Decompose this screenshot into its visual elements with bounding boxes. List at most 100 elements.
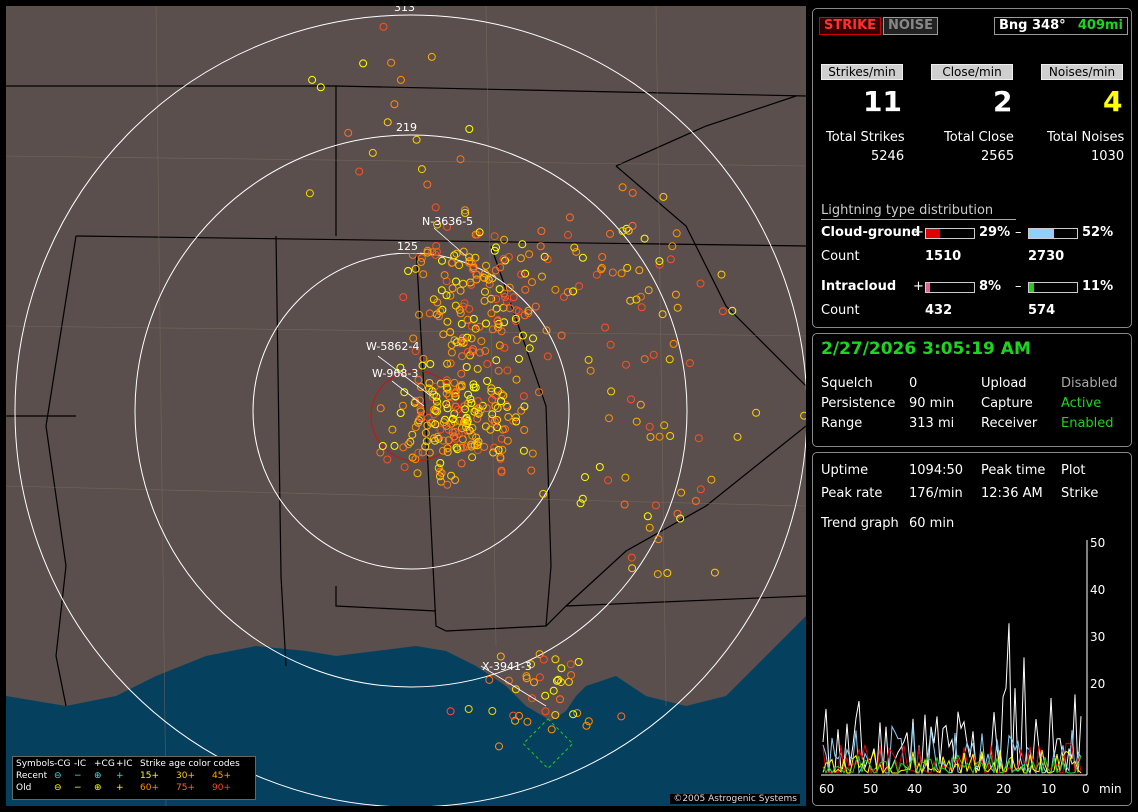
strike-marker — [464, 705, 473, 713]
peak-time-label: Peak time — [981, 463, 1046, 478]
strike-marker — [486, 425, 495, 434]
strike-marker — [581, 473, 589, 482]
strike-marker — [465, 253, 474, 262]
strike-marker — [521, 269, 530, 278]
strike-marker — [497, 397, 506, 406]
strike-marker — [474, 437, 483, 446]
strike-marker — [467, 440, 476, 449]
range-rings — [14, 14, 806, 806]
strike-marker — [524, 306, 533, 315]
strike-marker — [488, 395, 497, 404]
strike-marker — [489, 448, 498, 457]
strike-marker — [628, 564, 637, 573]
squelch-value: 0 — [909, 376, 918, 391]
strike-marker — [473, 230, 482, 239]
trend-series-line — [822, 753, 1082, 775]
strike-marker — [640, 355, 649, 364]
strike-marker — [400, 463, 409, 471]
pos-cg-old-icon: ⊕ — [94, 783, 102, 793]
strike-marker — [503, 436, 512, 445]
strike-marker — [473, 364, 482, 373]
y-tick-20: 20 — [1090, 677, 1106, 691]
strike-button[interactable]: STRIKE — [819, 17, 882, 35]
strike-marker — [605, 414, 613, 423]
strike-marker — [628, 188, 637, 197]
strike-marker — [462, 413, 471, 422]
strike-marker — [426, 360, 435, 368]
strike-marker — [415, 396, 424, 405]
strike-marker — [467, 399, 476, 407]
strike-marker — [655, 260, 664, 269]
strike-marker — [637, 303, 646, 312]
trend-graph-period: 60 min — [909, 516, 955, 531]
strike-marker — [416, 413, 425, 422]
strike-marker — [578, 253, 587, 262]
strike-marker — [461, 206, 469, 215]
close-range-circle — [370, 370, 462, 462]
strike-marker — [467, 334, 476, 343]
strike-marker — [518, 240, 527, 249]
capture-label: Capture — [981, 396, 1033, 411]
strike-marker — [398, 401, 407, 410]
strike-marker — [537, 227, 546, 235]
strike-marker — [419, 354, 428, 363]
strike-marker — [378, 442, 387, 450]
strike-marker — [452, 387, 461, 396]
strike-marker — [450, 432, 459, 441]
strike-marker — [442, 291, 451, 300]
y-tick-40: 40 — [1090, 583, 1106, 597]
strike-marker — [488, 707, 497, 715]
strike-marker — [626, 296, 635, 305]
pos-ic-recent-icon: + — [116, 771, 124, 781]
stats-panel: STRIKE NOISE Bng 348° 409mi Strikes/min … — [812, 8, 1132, 328]
strike-marker — [484, 275, 493, 284]
strike-marker — [438, 256, 446, 265]
strike-marker — [469, 314, 478, 323]
lightning-map[interactable]: 313 219 125 N-3636-5 W-5862-4 W-968-3 X-… — [6, 6, 806, 806]
strike-marker — [529, 334, 537, 343]
strike-marker — [501, 293, 509, 301]
strike-marker — [632, 295, 641, 304]
strike-marker — [525, 250, 534, 259]
strike-marker — [444, 436, 453, 445]
strike-marker — [495, 285, 504, 294]
strike-marker — [597, 263, 606, 272]
strike-marker — [520, 426, 529, 434]
strike-marker — [485, 675, 494, 684]
ic-positive-count: 432 — [925, 303, 953, 318]
strike-marker — [416, 383, 425, 391]
x-axis-unit: min — [1099, 782, 1122, 796]
strike-marker — [663, 569, 672, 577]
noise-button[interactable]: NOISE — [883, 17, 939, 35]
strike-marker — [423, 180, 432, 189]
strike-marker — [540, 252, 549, 261]
strike-marker — [463, 315, 472, 324]
county-lines — [6, 6, 806, 806]
strike-marker — [586, 366, 595, 375]
strike-marker — [618, 183, 627, 192]
strike-marker — [458, 424, 466, 433]
strike-marker — [458, 435, 467, 444]
plot-value[interactable]: Strike — [1061, 486, 1099, 501]
strike-marker — [433, 397, 441, 406]
strike-marker — [474, 408, 482, 417]
strike-marker — [502, 401, 511, 410]
strike-marker — [469, 262, 478, 271]
cg-minus-sign: – — [1015, 225, 1022, 240]
strike-marker — [632, 417, 641, 426]
cg-positive-pct: 29% — [979, 225, 1011, 240]
strike-marker — [573, 709, 582, 718]
strike-marker — [464, 390, 473, 399]
strike-marker — [490, 443, 499, 452]
strike-marker — [383, 455, 392, 464]
strike-marker — [460, 299, 469, 308]
strike-marker — [411, 264, 420, 273]
strike-marker — [607, 387, 616, 396]
strike-marker — [718, 307, 727, 316]
strike-marker — [505, 304, 514, 313]
strike-marker — [439, 330, 448, 339]
strike-marker — [509, 416, 517, 425]
strike-marker — [497, 466, 506, 475]
strike-marker — [445, 392, 454, 401]
strike-marker — [443, 448, 452, 456]
